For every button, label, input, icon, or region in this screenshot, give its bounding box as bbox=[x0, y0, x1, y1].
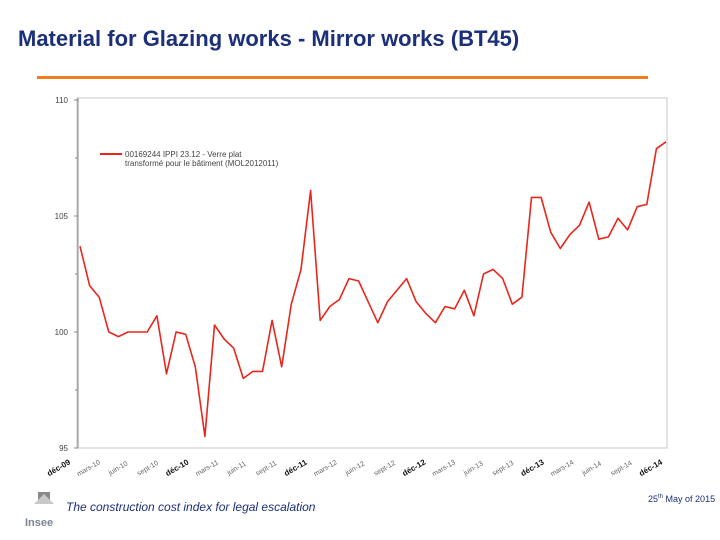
x-tick-label: mars-11 bbox=[195, 459, 220, 478]
x-tick-label: mars-13 bbox=[431, 459, 457, 478]
plot-frame bbox=[76, 97, 668, 449]
insee-logo: Insee bbox=[25, 492, 54, 529]
x-tick-label: sept-14 bbox=[610, 460, 634, 478]
x-tick-label: juin-10 bbox=[107, 460, 130, 477]
series-line bbox=[79, 141, 667, 438]
x-tick-label: déc-12 bbox=[401, 457, 428, 478]
x-tick-label: déc-09 bbox=[46, 457, 73, 478]
x-tick-label: déc-10 bbox=[164, 457, 191, 478]
y-tick-label: 105 bbox=[55, 212, 69, 221]
y-tick-label: 100 bbox=[55, 328, 69, 337]
x-tick-label: mars-12 bbox=[313, 459, 339, 478]
title-rule bbox=[37, 76, 648, 79]
footer-date: 25th May of 2015 bbox=[648, 491, 718, 506]
x-tick-label: juin-12 bbox=[344, 460, 367, 477]
x-tick-label: déc-14 bbox=[638, 457, 665, 478]
x-tick-label: sept-11 bbox=[255, 460, 278, 478]
x-tick-label: mars-14 bbox=[550, 459, 576, 478]
x-tick-label: juin-14 bbox=[580, 460, 603, 477]
legend-label-line-2: transformé pour le bâtiment (MOL2012011) bbox=[125, 159, 279, 168]
date-rest: May of 2015 bbox=[665, 494, 716, 504]
y-tick-label: 110 bbox=[55, 96, 68, 105]
date-day: 25 bbox=[648, 494, 659, 504]
x-tick-label: juin-11 bbox=[225, 460, 247, 477]
x-tick-label: sept-13 bbox=[491, 460, 515, 478]
y-tick-label: 95 bbox=[59, 444, 68, 453]
y-axis: 95 100 105 110 bbox=[55, 96, 79, 453]
x-tick-label: sept-12 bbox=[373, 460, 397, 478]
slide-title: Material for Glazing works - Mirror work… bbox=[18, 26, 520, 51]
series-layer bbox=[79, 141, 667, 438]
x-tick-label: juin-13 bbox=[462, 460, 485, 477]
logo-text: Insee bbox=[25, 517, 53, 529]
legend: 00169244 IPPI 23.12 - Verre plat transfo… bbox=[100, 150, 279, 168]
x-tick-label: mars-10 bbox=[76, 459, 102, 478]
x-tick-label: sept-10 bbox=[136, 460, 160, 478]
x-tick-label: déc-11 bbox=[283, 457, 310, 478]
legend-label-line-1: 00169244 IPPI 23.12 - Verre plat bbox=[125, 150, 242, 159]
logo-mark-arrow bbox=[34, 494, 54, 504]
footer-caption: The construction cost index for legal es… bbox=[66, 500, 316, 514]
x-tick-label: déc-13 bbox=[519, 457, 546, 478]
date-suffix: th bbox=[658, 494, 664, 500]
x-axis: déc-09 mars-10 juin-10 sept-10 déc-10 mars-11… bbox=[46, 457, 665, 478]
